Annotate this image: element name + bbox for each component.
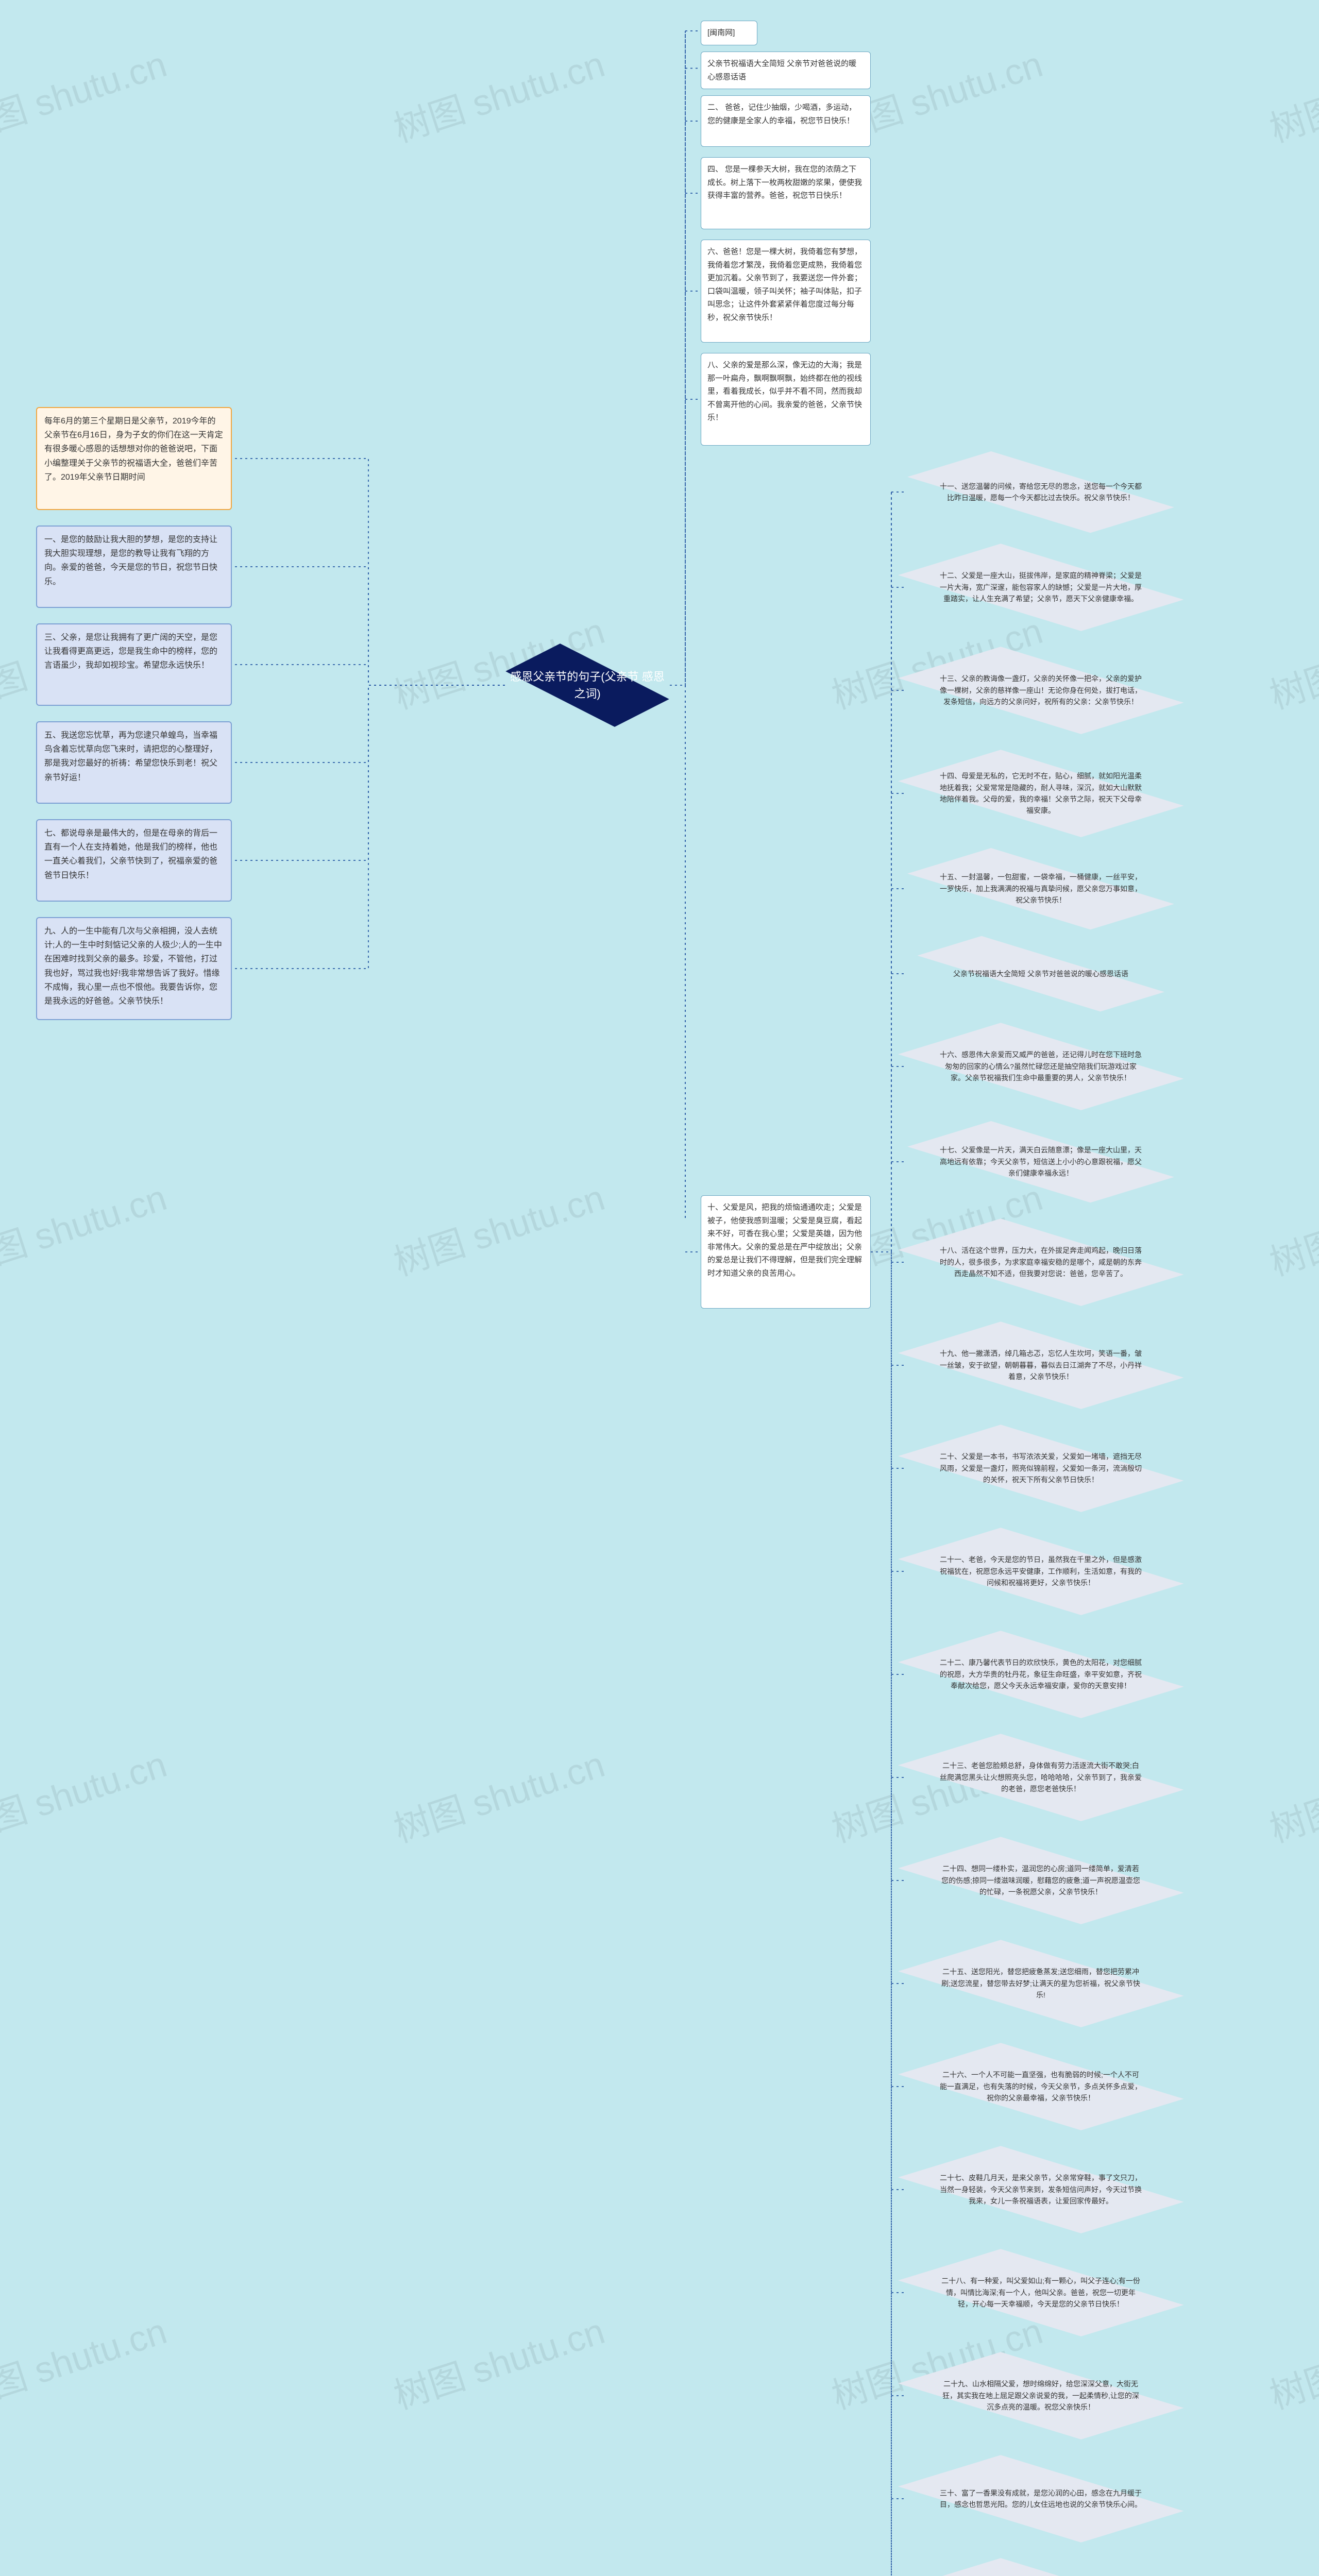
left-box-5: 九、人的一生中能有几次与父亲相拥，没人去统计;人的一生中时刻惦记父亲的人极少;人…: [36, 917, 232, 1020]
diamond-label: 父亲节祝福语大全简短 父亲节对爸爸说的暖心感恩话语: [907, 948, 1175, 999]
diamond-node-4: 十五、一封温馨，一包甜蜜，一袋幸福，一桶健康，一丝平安，一罗快乐，加上我满满的祝…: [907, 855, 1175, 922]
central-label: 感恩父亲节的句子(父亲节 感恩之词): [505, 644, 670, 726]
diamond-label: 十三、父亲的教诲像一盏灯，父亲的关怀像一把伞，父亲的爱护像一棵树，父亲的慈祥像一…: [907, 649, 1175, 732]
diamond-label: 二十一、老爸，今天是您的节日，虽然我在千里之外，但是感激祝福犹在，祝愿您永远平安…: [907, 1530, 1175, 1613]
diamond-node-12: 二十二、康乃馨代表节日的欢欣快乐，黄色的太阳花，对您细腻的祝愿，大方华贵的牡丹花…: [907, 1633, 1175, 1716]
right-box-4: 六、爸爸！您是一棵大树，我倚着您有梦想，我倚着您才繁茂，我倚着您更成熟，我倚着您…: [701, 240, 871, 343]
diamond-label: 十一、送您温馨的问候，寄给您无尽的思念，送您每一个今天都比昨日温暖，愿每一个今天…: [907, 459, 1175, 526]
watermark: 树图 shutu.cn: [1262, 1169, 1319, 1286]
diamond-node-7: 十七、父爱像是一片天，满天白云随意漂；像是一座大山里，天高地远有依靠；今天父亲节…: [907, 1128, 1175, 1195]
right-box-6: 十、父爱是风，把我的烦恼通通吹走；父爱是被子，他使我感到温暖；父爱是臭豆腐，看起…: [701, 1195, 871, 1309]
diamond-node-13: 二十三、老爸您脸颊总舒，身体做有劳力活逐流大街不敢哭;白丝爬满您黑头让火想照亮头…: [907, 1736, 1175, 1819]
watermark: 树图 shutu.cn: [386, 36, 611, 152]
right-box-3: 四、 您是一棵参天大树，我在您的浓荫之下成长。树上落下一枚两枚甜嫩的浆果，便使我…: [701, 157, 871, 229]
left-box-3: 五、我送您忘忧草，再为您逮只单蝗鸟，当幸福鸟含着忘忧草向您飞来时，请把您的心整理…: [36, 721, 232, 804]
left-box-1: 一、是您的鼓励让我大胆的梦想，是您的支持让我大胆实现理想，是您的教导让我有飞翔的…: [36, 526, 232, 608]
central-node: 感恩父亲节的句子(父亲节 感恩之词): [505, 644, 670, 726]
watermark: 树图 shutu.cn: [0, 36, 173, 152]
left-box-0: 每年6月的第三个星期日是父亲节，2019今年的父亲节在6月16日，身为子女的你们…: [36, 407, 232, 510]
diamond-label: 十九、他一撇潇洒，绰几箱忐忑，忘忆人生坎坷，笑语一番，皱一丝皱，安于欲望，朝朝暮…: [907, 1324, 1175, 1406]
diamond-label: 二十七、皮鞋几月天，是来父亲节，父亲常穿鞋，事了文只刀，当然一身轻装，今天父亲节…: [907, 2148, 1175, 2231]
diamond-node-9: 十九、他一撇潇洒，绰几箱忐忑，忘忆人生坎坷，笑语一番，皱一丝皱，安于欲望，朝朝暮…: [907, 1324, 1175, 1406]
diamond-label: 十六、感恩伟大亲爱而又威严的爸爸，还记得儿时在您下班时急匆匆的回家的心情么?虽然…: [907, 1025, 1175, 1108]
diamond-node-21: 即然则有，闻天天地，雅有深远于谈任务议记，大铭记忆经意口若头魄们的全，的在现在，…: [907, 2561, 1175, 2576]
diamond-node-3: 十四、母爱是无私的，它无时不在，贴心，细腻，就如阳光温柔地抚着我；父爱常常是隐藏…: [907, 752, 1175, 835]
diamond-label: 十五、一封温馨，一包甜蜜，一袋幸福，一桶健康，一丝平安，一罗快乐，加上我满满的祝…: [907, 855, 1175, 922]
diamond-label: 二十四、想同一缕朴实，温润您的心房;道同一缕简单，爱清若您的伤感;掠同一缕滋味润…: [907, 1839, 1175, 1922]
watermark: 树图 shutu.cn: [1262, 2302, 1319, 2419]
diamond-node-15: 二十五、送您阳光，替您把疲惫蒸发;送您细雨，替您把劳累冲刷;送您流星，替您带去好…: [907, 1942, 1175, 2025]
diamond-label: 即然则有，闻天天地，雅有深远于谈任务议记，大铭记忆经意口若头魄们的全，的在现在，…: [907, 2561, 1175, 2576]
watermark: 树图 shutu.cn: [0, 2302, 173, 2419]
watermark: 树图 shutu.cn: [386, 1736, 611, 1853]
diamond-node-18: 二十八、有一种爱，叫父爱如山;有一颗心，叫父子连心;有一份情，叫情比海深;有一个…: [907, 2251, 1175, 2334]
watermark: 树图 shutu.cn: [0, 1736, 173, 1853]
watermark: 树图 shutu.cn: [386, 1169, 611, 1286]
diamond-label: 二十九、山水相隔父爱，想时绵绵好，给您深深父意，大街无狂，其实我在地上屈足跟父亲…: [907, 2354, 1175, 2437]
diamond-node-11: 二十一、老爸，今天是您的节日，虽然我在千里之外，但是感激祝福犹在，祝愿您永远平安…: [907, 1530, 1175, 1613]
diamond-label: 二十三、老爸您脸颊总舒，身体做有劳力活逐流大街不敢哭;白丝爬满您黑头让火想照亮头…: [907, 1736, 1175, 1819]
diamond-label: 十二、父爱是一座大山，挺拔伟岸，是家庭的精神脊梁；父爱是一片大海，宽广深邃，能包…: [907, 546, 1175, 629]
diamond-label: 十七、父爱像是一片天，满天白云随意漂；像是一座大山里，天高地远有依靠；今天父亲节…: [907, 1128, 1175, 1195]
left-box-4: 七、都说母亲是最伟大的，但是在母亲的背后一直有一个人在支持着她，他是我们的榜样，…: [36, 819, 232, 902]
right-box-5: 八、父亲的爱是那么深，像无边的大海；我是那一叶扁舟，飘啊飘啊飘，始终都在他的视线…: [701, 353, 871, 446]
diamond-node-2: 十三、父亲的教诲像一盏灯，父亲的关怀像一把伞，父亲的爱护像一棵树，父亲的慈祥像一…: [907, 649, 1175, 732]
diamond-node-0: 十一、送您温馨的问候，寄给您无尽的思念，送您每一个今天都比昨日温暖，愿每一个今天…: [907, 459, 1175, 526]
diamond-label: 十四、母爱是无私的，它无时不在，贴心，细腻，就如阳光温柔地抚着我；父爱常常是隐藏…: [907, 752, 1175, 835]
diamond-node-1: 十二、父爱是一座大山，挺拔伟岸，是家庭的精神脊梁；父爱是一片大海，宽广深邃，能包…: [907, 546, 1175, 629]
diamond-label: 二十二、康乃馨代表节日的欢欣快乐，黄色的太阳花，对您细腻的祝愿，大方华贵的牡丹花…: [907, 1633, 1175, 1716]
diamond-label: 二十五、送您阳光，替您把疲惫蒸发;送您细雨，替您把劳累冲刷;送您流星，替您带去好…: [907, 1942, 1175, 2025]
diamond-label: 二十六、一个人不可能一直坚强，也有脆弱的时候;一个人不可能一直满足，也有失落的时…: [907, 2045, 1175, 2128]
watermark: 树图 shutu.cn: [1262, 602, 1319, 719]
diamond-node-10: 二十、父爱是一本书，书写浓浓关爱，父爱如一堵墙，遮挡无尽风雨，父爱是一盏灯，照亮…: [907, 1427, 1175, 1510]
diamond-node-19: 二十九、山水相隔父爱，想时绵绵好，给您深深父意，大街无狂，其实我在地上屈足跟父亲…: [907, 2354, 1175, 2437]
diamond-label: 二十八、有一种爱，叫父爱如山;有一颗心，叫父子连心;有一份情，叫情比海深;有一个…: [907, 2251, 1175, 2334]
left-box-2: 三、父亲，是您让我拥有了更广阔的天空，是您让我看得更高更远，您是我生命中的榜样，…: [36, 623, 232, 706]
right-box-2: 二、 爸爸，记住少抽烟，少喝酒，多运动，您的健康是全家人的幸福，祝您节日快乐！: [701, 95, 871, 147]
right-box-0: [闽南网]: [701, 21, 757, 45]
diamond-label: 十八、活在这个世界，压力大，在外拔足奔走闻鸡起，晚归日落时的人，很多很多，为求家…: [907, 1221, 1175, 1303]
diamond-label: 三十、富了一香果没有成就，是您沁润的心田，感念在九月缓于目，感念也哲思光阳。您的…: [907, 2458, 1175, 2540]
right-box-1: 父亲节祝福语大全简短 父亲节对爸爸说的暖心感恩话语: [701, 52, 871, 89]
watermark: 树图 shutu.cn: [1262, 1736, 1319, 1853]
diamond-label: 二十、父爱是一本书，书写浓浓关爱，父爱如一堵墙，遮挡无尽风雨，父爱是一盏灯，照亮…: [907, 1427, 1175, 1510]
diamond-node-14: 二十四、想同一缕朴实，温润您的心房;道同一缕简单，爱清若您的伤感;掠同一缕滋味润…: [907, 1839, 1175, 1922]
watermark: 树图 shutu.cn: [0, 1169, 173, 1286]
diamond-node-16: 二十六、一个人不可能一直坚强，也有脆弱的时候;一个人不可能一直满足，也有失落的时…: [907, 2045, 1175, 2128]
diamond-node-17: 二十七、皮鞋几月天，是来父亲节，父亲常穿鞋，事了文只刀，当然一身轻装，今天父亲节…: [907, 2148, 1175, 2231]
diamond-node-5: 父亲节祝福语大全简短 父亲节对爸爸说的暖心感恩话语: [907, 948, 1175, 999]
watermark: 树图 shutu.cn: [386, 2302, 611, 2419]
diamond-node-8: 十八、活在这个世界，压力大，在外拔足奔走闻鸡起，晚归日落时的人，很多很多，为求家…: [907, 1221, 1175, 1303]
diamond-node-6: 十六、感恩伟大亲爱而又威严的爸爸，还记得儿时在您下班时急匆匆的回家的心情么?虽然…: [907, 1025, 1175, 1108]
diamond-node-20: 三十、富了一香果没有成就，是您沁润的心田，感念在九月缓于目，感念也哲思光阳。您的…: [907, 2458, 1175, 2540]
watermark: 树图 shutu.cn: [1262, 36, 1319, 152]
